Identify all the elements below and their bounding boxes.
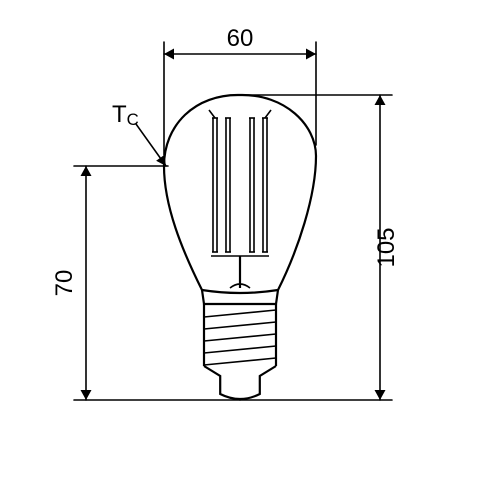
dim-width-top: 60 <box>227 25 254 52</box>
tc-label: TC <box>112 101 139 129</box>
dim-height-right: 105 <box>373 227 400 267</box>
dim-height-left: 70 <box>51 270 78 297</box>
filaments <box>209 110 271 288</box>
bulb-base <box>202 290 278 399</box>
